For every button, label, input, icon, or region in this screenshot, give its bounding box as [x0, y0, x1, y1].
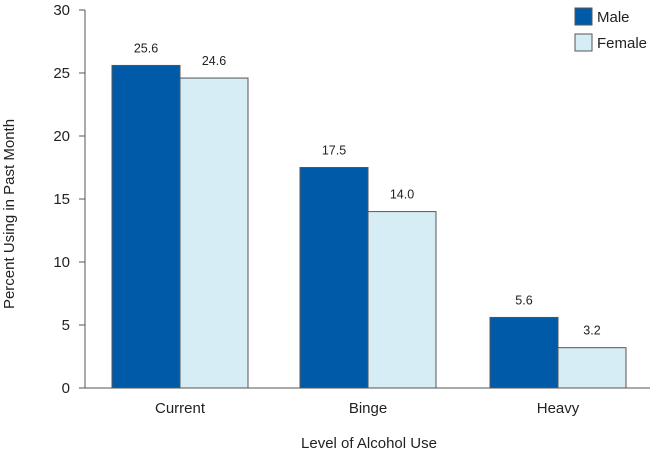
bars — [111, 64, 627, 389]
y-tick-label: 25 — [53, 65, 70, 82]
bar-female-current — [179, 77, 249, 389]
legend-swatch-female — [574, 33, 593, 52]
bar-male-current — [111, 64, 181, 389]
data-label-male-heavy: 5.6 — [515, 293, 532, 307]
x-axis-title: Level of Alcohol Use — [301, 435, 437, 452]
y-tick-label: 15 — [53, 191, 70, 208]
y-tick-label: 0 — [62, 380, 70, 397]
y-axis-ticks: 0 5 10 15 20 25 30 — [53, 2, 85, 397]
data-label-female-current: 24.6 — [202, 54, 226, 68]
bar-male-heavy — [489, 316, 559, 389]
legend-label-female: Female — [597, 35, 647, 52]
y-tick-label: 30 — [53, 2, 70, 19]
x-axis-ticks: Current Binge Heavy — [155, 400, 580, 417]
x-tick-label-heavy: Heavy — [537, 400, 580, 417]
x-tick-label-binge: Binge — [349, 400, 387, 417]
legend-swatch-male — [574, 7, 593, 26]
bar-male-binge — [299, 167, 369, 389]
bar-female-binge — [367, 211, 437, 389]
legend-label-male: Male — [597, 9, 630, 26]
y-axis-title: Percent Using in Past Month — [1, 119, 18, 309]
data-label-female-binge: 14.0 — [390, 188, 414, 202]
y-tick-label: 10 — [53, 254, 70, 271]
bar-female-heavy — [557, 347, 627, 389]
data-labels: 25.6 24.6 17.5 14.0 5.6 3.2 — [134, 41, 601, 337]
y-tick-label: 5 — [62, 317, 70, 334]
data-label-male-binge: 17.5 — [322, 144, 346, 158]
data-label-female-heavy: 3.2 — [583, 324, 600, 338]
y-tick-label: 20 — [53, 128, 70, 145]
data-label-male-current: 25.6 — [134, 41, 158, 55]
x-tick-label-current: Current — [155, 400, 206, 417]
legend: Male Female — [574, 7, 647, 52]
